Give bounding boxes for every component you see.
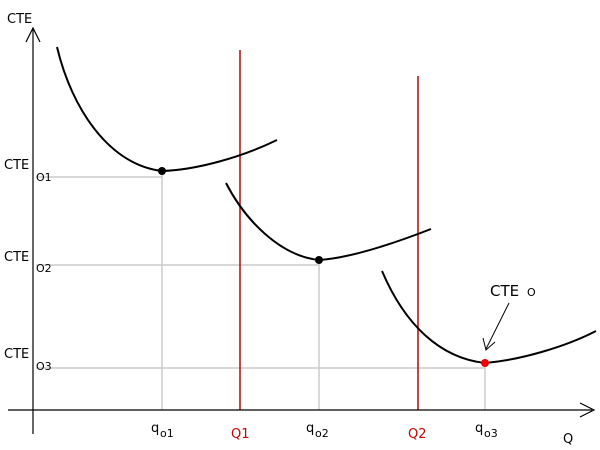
x-tick-label-qo2: q <box>306 421 314 436</box>
x-tick-sub-qo2: o2 <box>315 427 329 440</box>
y-tick-label-2: CTE <box>4 250 29 265</box>
min-point-1 <box>158 167 166 175</box>
annotation-arrow <box>485 302 510 350</box>
y-tick-label-3: CTE <box>4 347 29 362</box>
cost-curve-2 <box>225 182 432 262</box>
x-axis-label: Q <box>563 432 573 447</box>
x-tick-label-q2: Q2 <box>408 427 427 442</box>
annotation-arrowhead <box>482 337 496 351</box>
cost-curve-1 <box>56 46 278 173</box>
y-tick-sub-1: O1 <box>36 171 52 184</box>
x-tick-label-qo3: q <box>475 421 483 436</box>
x-tick-label-qo1: q <box>151 421 159 436</box>
y-tick-sub-3: O3 <box>36 360 52 373</box>
min-point-2 <box>315 256 323 264</box>
y-tick-sub-2: O2 <box>36 262 52 275</box>
min-point-3 <box>481 359 489 367</box>
y-axis-label: CTE <box>7 12 32 27</box>
x-tick-label-q1: Q1 <box>231 427 250 442</box>
y-axis-arrowhead <box>25 26 41 43</box>
y-tick-label-1: CTE <box>4 158 29 173</box>
x-tick-sub-qo3: o3 <box>484 427 498 440</box>
x-tick-sub-qo1: o1 <box>160 427 174 440</box>
annotation-sub: O <box>527 286 536 299</box>
cost-curve-3 <box>381 270 597 365</box>
x-axis-arrowhead <box>579 402 596 418</box>
annotation-label: CTE <box>490 282 519 300</box>
